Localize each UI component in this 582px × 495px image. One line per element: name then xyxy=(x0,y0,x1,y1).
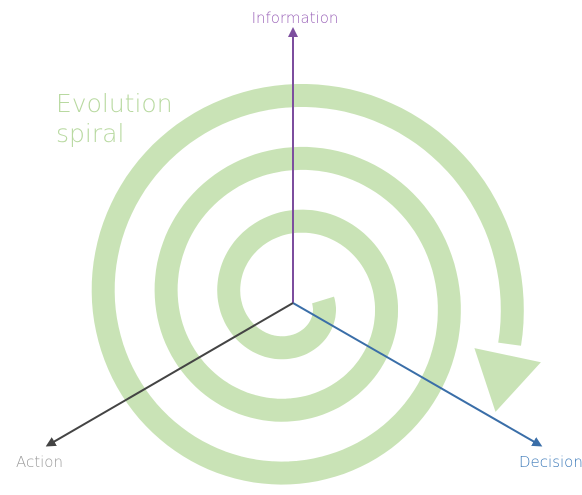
evolution-spiral xyxy=(91,84,541,485)
decision-axis xyxy=(292,302,543,447)
information-label: Information xyxy=(252,9,339,27)
action-label: Action xyxy=(16,453,63,471)
spiral-arrowhead xyxy=(474,348,541,412)
action-axis xyxy=(45,302,294,447)
spiral-label: Evolution xyxy=(56,89,173,118)
spiral-path xyxy=(91,84,524,485)
decision-label: Decision xyxy=(519,453,582,471)
spiral-label: spiral xyxy=(56,119,124,148)
